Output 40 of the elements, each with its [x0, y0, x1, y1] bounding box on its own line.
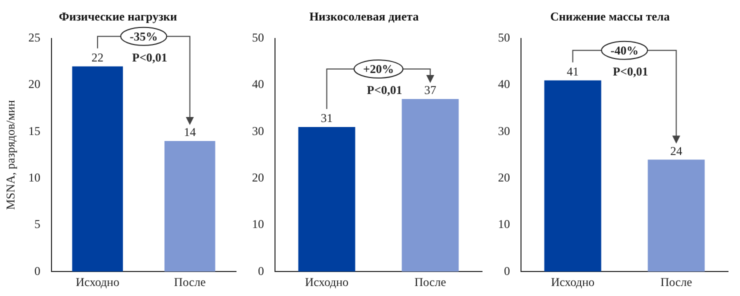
- y-tick-label: 20: [28, 77, 40, 92]
- annotation: P<0,01: [132, 50, 168, 64]
- y-tick-label: 0: [504, 264, 510, 278]
- y-tick-label: 50: [252, 30, 264, 45]
- y-tick-label: 10: [498, 217, 510, 232]
- x-tick-label: После: [414, 274, 446, 289]
- data-label: 41: [566, 64, 579, 79]
- chart-title: Снижение массы тела: [550, 9, 670, 24]
- y-tick-label: 20: [252, 170, 264, 184]
- y-tick-label: 10: [252, 217, 264, 232]
- x-tick-label: После: [174, 274, 206, 289]
- annotation: P<0,01: [366, 83, 402, 98]
- data-label: 31: [320, 111, 333, 126]
- y-tick-label: 30: [252, 124, 264, 138]
- y-tick-label: 25: [28, 30, 40, 45]
- x-tick-label: После: [660, 274, 692, 289]
- data-label: 22: [92, 50, 104, 65]
- chart-title: Физические нагрузки: [58, 9, 178, 24]
- data-label: 24: [670, 144, 682, 158]
- y-tick-label: 10: [28, 170, 40, 184]
- y-tick-label: 20: [498, 170, 510, 184]
- y-tick-label: 15: [28, 124, 40, 138]
- chart-title: Низкосолевая диета: [309, 9, 419, 24]
- annotation: -35%: [130, 29, 158, 44]
- y-tick-label: 40: [498, 77, 510, 92]
- x-tick-label: Исходно: [76, 274, 120, 289]
- y-tick-label: 30: [498, 124, 510, 138]
- x-tick-label: Исходно: [304, 274, 349, 289]
- y-axis-title: MSNA, разрядов/мин: [3, 100, 18, 210]
- y-tick-label: 50: [498, 30, 510, 45]
- x-tick-label: Исходно: [550, 274, 595, 289]
- annotation: P<0,01: [612, 64, 648, 78]
- annotation: -40%: [610, 43, 638, 58]
- y-tick-label: 0: [258, 264, 264, 278]
- y-tick-label: 5: [34, 217, 40, 232]
- data-label: 14: [184, 125, 196, 140]
- data-label: 37: [424, 83, 436, 98]
- annotation: +20%: [363, 62, 394, 76]
- y-tick-label: 40: [252, 77, 264, 92]
- y-tick-label: 0: [34, 264, 40, 278]
